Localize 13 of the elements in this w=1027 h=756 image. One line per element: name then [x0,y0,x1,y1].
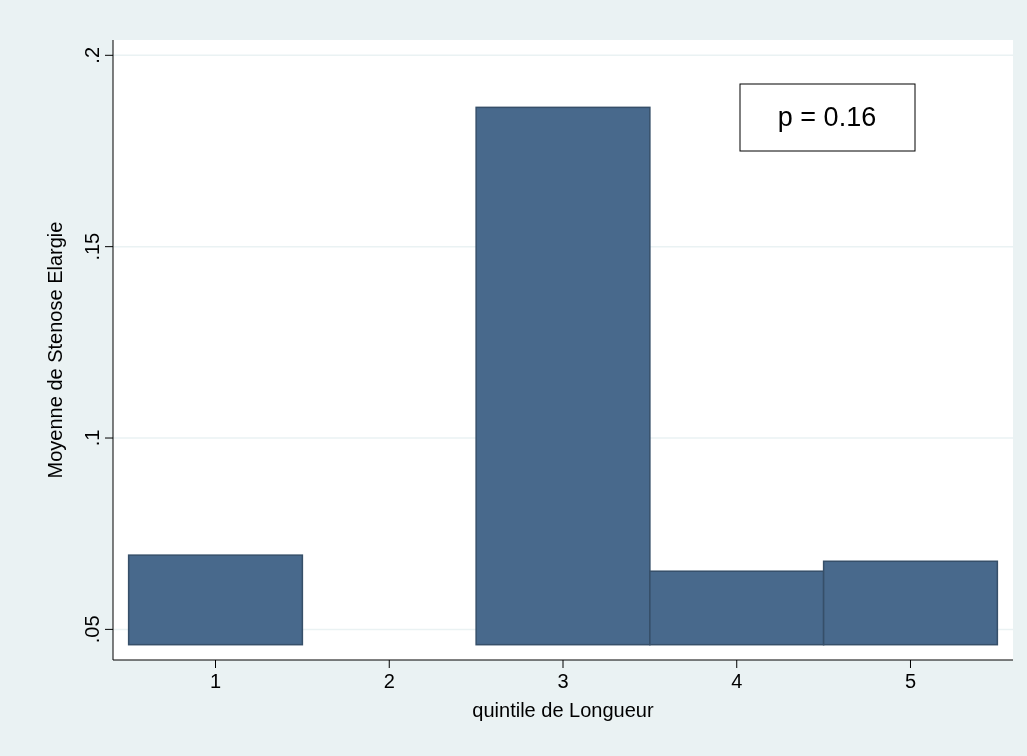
x-tick-label: 5 [904,670,917,692]
x-tick-label: 4 [731,670,743,692]
bar [127,554,304,646]
y-tick-label: .15 [81,232,103,261]
x-tick-label: 2 [383,670,395,692]
y-axis-title: Moyenne de Stenose Elargie [44,221,66,479]
x-tick-label: 1 [209,670,222,692]
annotation: p = 0.16 [777,102,877,132]
x-tick-label: 3 [557,670,569,692]
y-tick-label: .05 [81,615,103,644]
y-tick-label: .1 [81,429,103,447]
x-axis-title: quintile de Longueur [472,699,654,721]
y-tick-label: .2 [81,46,103,64]
